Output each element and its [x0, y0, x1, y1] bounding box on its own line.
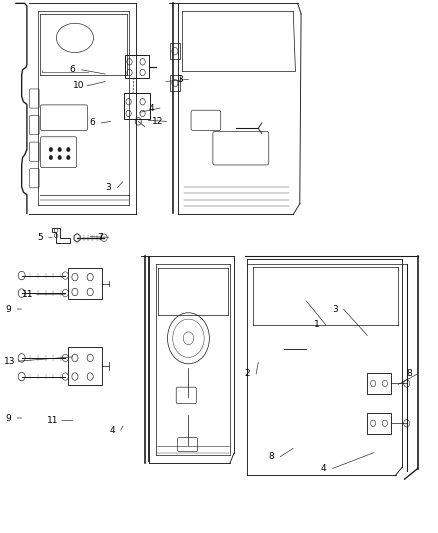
Circle shape [49, 156, 53, 160]
Bar [367, 373, 392, 394]
Circle shape [49, 148, 53, 152]
Text: 2: 2 [244, 369, 250, 378]
Text: 1: 1 [314, 320, 320, 329]
Text: 8: 8 [268, 453, 274, 462]
Circle shape [58, 148, 61, 152]
Bar [125, 55, 149, 78]
Text: 11: 11 [47, 416, 59, 425]
Text: 6: 6 [89, 118, 95, 127]
Text: 12: 12 [152, 117, 163, 126]
Text: 11: 11 [22, 289, 34, 298]
Text: 6: 6 [70, 66, 76, 74]
Text: 3: 3 [177, 75, 183, 84]
Circle shape [67, 156, 70, 160]
Text: 9: 9 [6, 304, 11, 313]
Text: 13: 13 [4, 357, 15, 366]
Bar [367, 413, 392, 434]
Text: 3: 3 [332, 304, 338, 313]
Circle shape [67, 148, 70, 152]
Bar [170, 43, 180, 59]
Bar [68, 268, 102, 300]
Bar [170, 75, 180, 91]
Text: 10: 10 [73, 81, 84, 90]
Circle shape [58, 156, 61, 160]
Text: 8: 8 [406, 369, 412, 378]
Bar [68, 348, 102, 384]
Text: 4: 4 [148, 103, 154, 112]
Text: 9: 9 [6, 414, 11, 423]
Text: 3: 3 [106, 183, 111, 192]
Text: 4: 4 [321, 464, 327, 473]
Text: 7: 7 [97, 233, 103, 242]
Text: 4: 4 [109, 426, 115, 435]
Bar [124, 93, 150, 119]
Text: 5: 5 [37, 233, 43, 242]
